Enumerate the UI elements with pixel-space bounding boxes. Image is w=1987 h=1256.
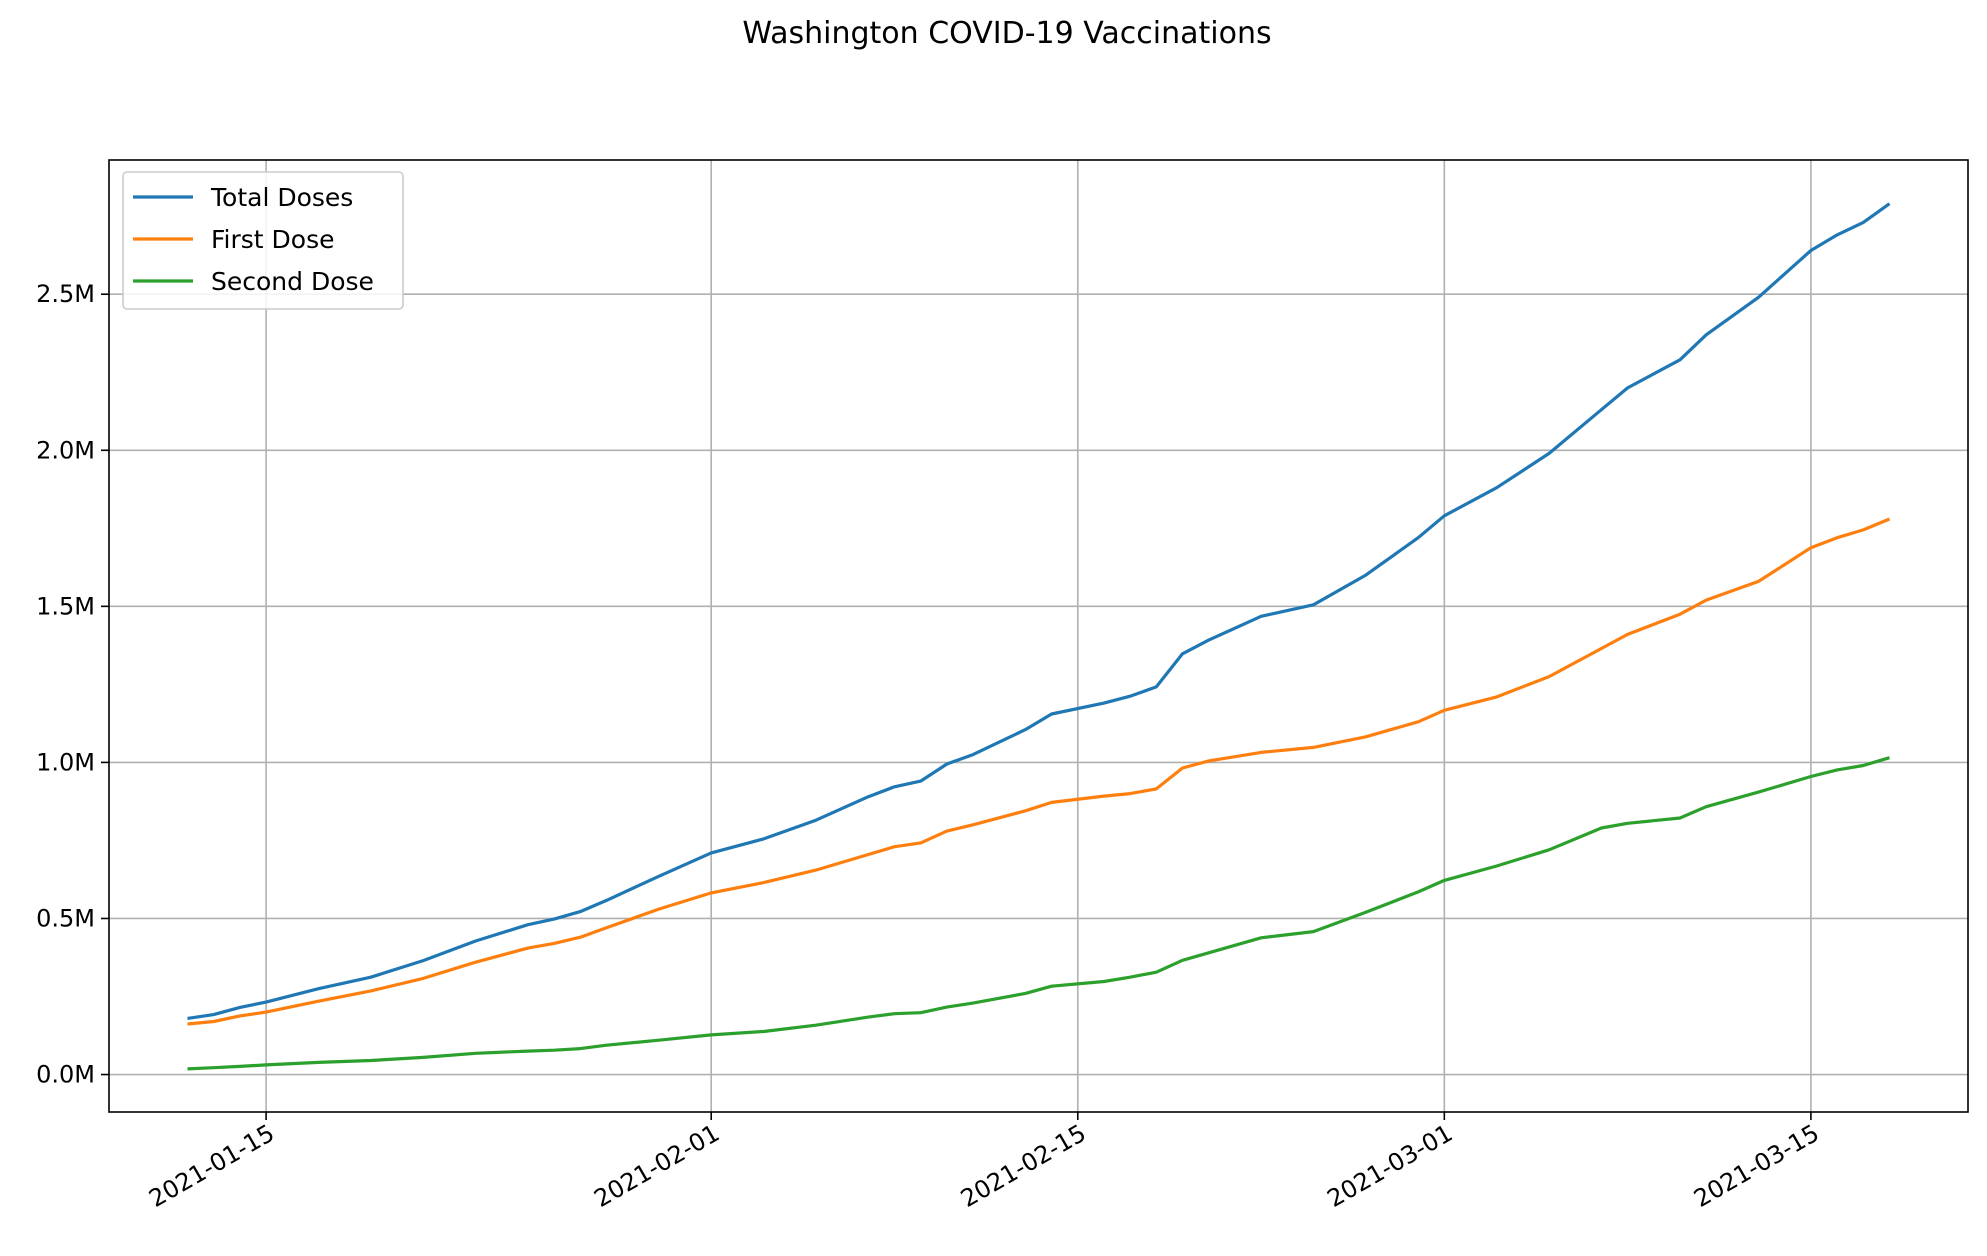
series-line-second-dose xyxy=(187,756,1890,1071)
legend-label-total-doses: Total Doses xyxy=(210,183,353,212)
y-axis: 0.0M 0.5M 1.0M 1.5M 2.0M 2.5M xyxy=(36,280,109,1089)
x-axis: 2021-01-15 2021-02-01 2021-02-15 2021-03-01… xyxy=(144,1112,1824,1213)
y-tick-label: 2.5M xyxy=(36,280,95,308)
x-tick-label: 2021-03-15 xyxy=(1689,1119,1824,1213)
legend-label-first-dose: First Dose xyxy=(211,225,335,254)
series-line-total-doses xyxy=(187,202,1891,1020)
plot-frame xyxy=(108,159,1969,1113)
y-tick-label: 0.0M xyxy=(36,1061,95,1089)
legend: Total Doses First Dose Second Dose xyxy=(122,171,404,310)
series-line-first-dose xyxy=(187,517,1891,1026)
y-tick-label: 2.0M xyxy=(36,436,95,464)
y-tick-label: 1.5M xyxy=(36,592,95,620)
x-tick-label: 2021-02-15 xyxy=(956,1119,1091,1213)
legend-label-second-dose: Second Dose xyxy=(211,267,374,296)
y-tick-label: 0.5M xyxy=(36,904,95,932)
x-tick-label: 2021-03-01 xyxy=(1323,1119,1458,1213)
y-tick-label: 1.0M xyxy=(36,748,95,776)
x-tick-label: 2021-01-15 xyxy=(144,1119,279,1213)
grid-lines xyxy=(109,160,1968,1112)
chart-title: Washington COVID-19 Vaccinations xyxy=(742,16,1271,51)
series-lines xyxy=(187,202,1891,1071)
legend-box xyxy=(122,171,404,310)
x-tick-label: 2021-02-01 xyxy=(589,1119,724,1213)
